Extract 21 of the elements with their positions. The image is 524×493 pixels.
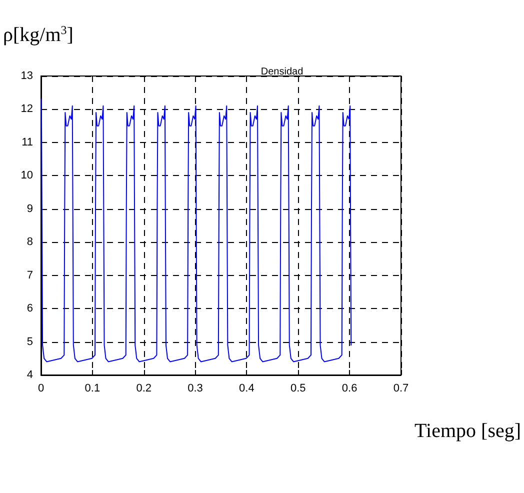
x-tick-label: 0 [38, 382, 44, 394]
x-tick-label: 0.6 [342, 382, 358, 394]
y-tick-label: 4 [26, 369, 33, 381]
y-tick-label: 11 [22, 136, 33, 148]
line-series [40, 98, 352, 362]
y-tick-label: 8 [26, 236, 33, 248]
y-tick-label: 9 [26, 202, 33, 215]
y-tick-label: 7 [26, 269, 33, 282]
chart-title: Densidad [260, 66, 304, 78]
y-tick-label: 10 [20, 170, 33, 182]
y-tick-label: 5 [26, 336, 33, 348]
y-tick-label: 13 [20, 70, 33, 82]
x-tick-label: 0.5 [290, 382, 306, 394]
x-tick-label: 0.4 [239, 382, 254, 394]
x-tick-label: 0.3 [188, 382, 203, 394]
x-tick-label: 0.2 [136, 382, 152, 394]
x-tick-label: 0.1 [84, 382, 100, 394]
x-tick-label: 0.7 [393, 382, 409, 394]
x-axis-title: Tiempo [seg] [414, 420, 521, 442]
y-tick-label: 6 [26, 302, 33, 315]
y-tick-label: 12 [20, 103, 33, 116]
